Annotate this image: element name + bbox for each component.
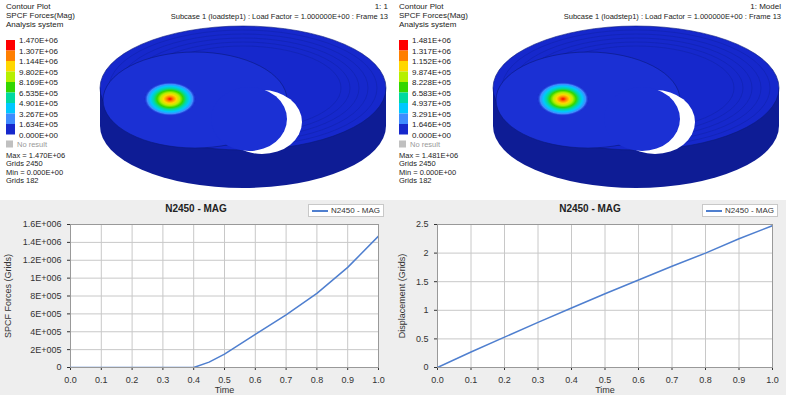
svg-text:0.000E+00: 0.000E+00: [412, 131, 451, 140]
svg-text:0: 0: [423, 362, 428, 372]
svg-text:SPCF Forces (Grids): SPCF Forces (Grids): [3, 254, 13, 338]
svg-text:0.9: 0.9: [341, 375, 354, 385]
svg-text:Subcase 1 (loadstep1) : Load F: Subcase 1 (loadstep1) : Load Factor = 1.…: [171, 12, 388, 21]
svg-text:8E+005: 8E+005: [30, 291, 61, 301]
svg-text:Displacement (Grids): Displacement (Grids): [397, 254, 407, 339]
svg-text:0.3: 0.3: [532, 375, 545, 385]
svg-text:SPCF Forces(Mag): SPCF Forces(Mag): [399, 11, 468, 20]
svg-text:1.307E+06: 1.307E+06: [19, 47, 58, 56]
svg-text:Min = 0.000E+00: Min = 0.000E+00: [399, 167, 457, 177]
svg-text:Analysis system: Analysis system: [399, 20, 457, 29]
svg-text:Min = 0.000E+00: Min = 0.000E+00: [6, 167, 64, 177]
svg-text:4E+005: 4E+005: [30, 327, 61, 337]
svg-text:1E+006: 1E+006: [30, 273, 61, 283]
svg-text:0.9: 0.9: [733, 375, 746, 385]
svg-text:0.0: 0.0: [64, 375, 77, 385]
svg-text:Contour Plot: Contour Plot: [6, 2, 51, 11]
svg-text:0.3: 0.3: [157, 375, 170, 385]
svg-text:1.646E+05: 1.646E+05: [412, 120, 451, 129]
svg-text:1.0: 1.0: [372, 375, 385, 385]
svg-text:0.7: 0.7: [280, 375, 293, 385]
svg-text:Grids 2450: Grids 2450: [399, 159, 436, 168]
svg-text:3.291E+05: 3.291E+05: [412, 110, 451, 119]
svg-text:3.267E+05: 3.267E+05: [19, 110, 58, 119]
svg-text:1.634E+05: 1.634E+05: [19, 120, 58, 129]
svg-text:0.7: 0.7: [666, 375, 679, 385]
svg-text:No result: No result: [17, 140, 48, 149]
svg-text:0.1: 0.1: [95, 375, 108, 385]
svg-text:0.2: 0.2: [498, 375, 511, 385]
svg-text:0.000E+00: 0.000E+00: [19, 131, 58, 140]
svg-text:6.583E+05: 6.583E+05: [412, 89, 451, 98]
svg-text:1: 1: 1: 1: [375, 2, 389, 11]
svg-text:0.4: 0.4: [565, 375, 578, 385]
svg-text:1.4E+006: 1.4E+006: [23, 237, 62, 247]
svg-text:Grids 2450: Grids 2450: [6, 159, 43, 168]
svg-text:Time: Time: [215, 385, 235, 395]
svg-text:1.317E+06: 1.317E+06: [412, 47, 451, 56]
svg-text:0.8: 0.8: [311, 375, 324, 385]
svg-text:2.5: 2.5: [416, 219, 429, 229]
svg-text:0.2: 0.2: [126, 375, 139, 385]
svg-text:0.4: 0.4: [187, 375, 200, 385]
svg-text:0: 0: [56, 362, 61, 372]
svg-text:Contour Plot: Contour Plot: [399, 2, 444, 11]
svg-text:4.901E+05: 4.901E+05: [19, 99, 58, 108]
svg-text:0.0: 0.0: [431, 375, 444, 385]
svg-text:Grids 182: Grids 182: [399, 176, 432, 185]
svg-text:0.5: 0.5: [218, 375, 231, 385]
svg-text:2: 2: [423, 248, 428, 258]
html-text:N2450 - MAG: N2450 - MAG: [165, 203, 227, 214]
svg-text:6E+005: 6E+005: [30, 309, 61, 319]
html-text:N2450 - MAG: N2450 - MAG: [331, 206, 380, 215]
svg-text:0.5: 0.5: [416, 334, 429, 344]
html-text:N2450 - MAG: N2450 - MAG: [559, 203, 621, 214]
svg-text:9.874E+05: 9.874E+05: [412, 68, 451, 77]
svg-text:0.5: 0.5: [599, 375, 612, 385]
svg-text:1.144E+06: 1.144E+06: [19, 57, 58, 66]
svg-text:1: Model: 1: Model: [750, 2, 781, 11]
svg-text:Analysis system: Analysis system: [6, 20, 64, 29]
svg-text:0.1: 0.1: [465, 375, 478, 385]
svg-text:8.228E+05: 8.228E+05: [412, 78, 451, 87]
svg-text:2E+005: 2E+005: [30, 345, 61, 355]
svg-text:1.6E+006: 1.6E+006: [23, 219, 62, 229]
svg-text:No result: No result: [410, 140, 441, 149]
svg-text:0.6: 0.6: [249, 375, 262, 385]
svg-text:SPCF Forces(Mag): SPCF Forces(Mag): [6, 11, 75, 20]
svg-text:1.481E+06: 1.481E+06: [412, 36, 451, 45]
svg-text:1.0: 1.0: [766, 375, 779, 385]
svg-text:Subcase 1 (loadstep1) : Load F: Subcase 1 (loadstep1) : Load Factor = 1.…: [564, 12, 781, 21]
svg-text:0.8: 0.8: [699, 375, 712, 385]
svg-text:Grids 182: Grids 182: [6, 176, 39, 185]
svg-text:Max = 1.470E+06: Max = 1.470E+06: [6, 150, 66, 160]
svg-text:1.152E+06: 1.152E+06: [412, 57, 451, 66]
svg-text:1.5: 1.5: [416, 277, 429, 287]
html-text:N2450 - MAG: N2450 - MAG: [725, 206, 774, 215]
svg-text:6.535E+05: 6.535E+05: [19, 89, 58, 98]
svg-text:4.937E+05: 4.937E+05: [412, 99, 451, 108]
svg-text:0.6: 0.6: [632, 375, 645, 385]
svg-text:1.470E+06: 1.470E+06: [19, 36, 58, 45]
svg-text:8.169E+05: 8.169E+05: [19, 78, 58, 87]
svg-text:1.2E+006: 1.2E+006: [23, 255, 62, 265]
svg-text:Time: Time: [595, 385, 615, 395]
svg-text:9.802E+05: 9.802E+05: [19, 68, 58, 77]
svg-text:Max = 1.481E+06: Max = 1.481E+06: [399, 150, 459, 160]
svg-text:1: 1: [423, 305, 428, 315]
